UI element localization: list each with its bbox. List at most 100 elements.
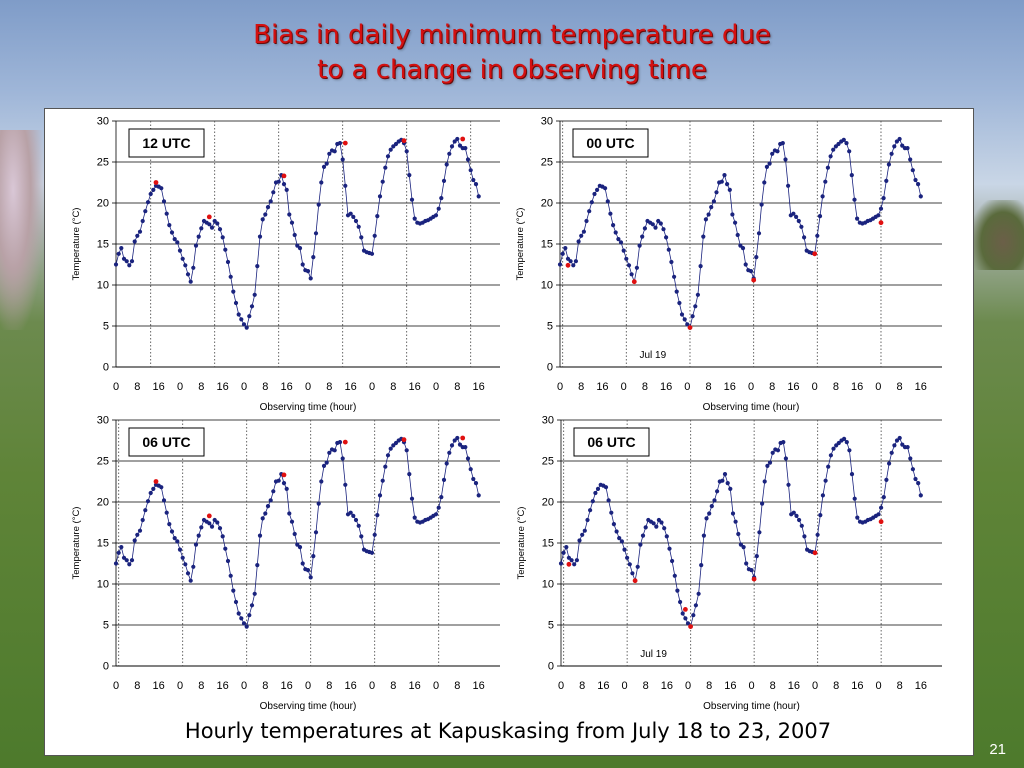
x-axis-title: Observing time (hour) bbox=[260, 701, 357, 712]
observed-extreme-marker bbox=[812, 550, 818, 556]
temperature-point bbox=[581, 229, 587, 234]
temperature-point bbox=[698, 264, 703, 269]
temperature-point bbox=[231, 588, 236, 593]
temperature-point bbox=[164, 510, 169, 515]
temperature-point bbox=[564, 545, 569, 550]
temperature-point bbox=[385, 453, 391, 458]
temperature-point bbox=[383, 165, 388, 170]
temperature-point bbox=[569, 558, 574, 563]
temperature-point bbox=[455, 136, 460, 142]
temperature-point bbox=[608, 211, 613, 216]
temperature-point bbox=[679, 312, 685, 317]
temperature-point bbox=[276, 478, 281, 483]
temperature-point bbox=[185, 571, 191, 576]
temperature-point bbox=[894, 139, 900, 144]
temperature-point bbox=[897, 136, 902, 142]
temperature-point bbox=[823, 179, 828, 184]
temperature-point bbox=[209, 225, 215, 230]
temperature-point bbox=[209, 524, 215, 529]
temperature-point bbox=[650, 222, 655, 227]
y-tick-label: 10 bbox=[97, 579, 109, 591]
temperature-point bbox=[180, 555, 185, 560]
temperature-point bbox=[889, 151, 894, 156]
temperature-point bbox=[738, 542, 744, 547]
temperature-point bbox=[161, 199, 167, 204]
temperature-point bbox=[281, 481, 287, 486]
temperature-point bbox=[233, 300, 239, 306]
temperature-point bbox=[313, 530, 319, 535]
x-tick-label: 8 bbox=[454, 381, 460, 393]
y-tick-label: 30 bbox=[542, 415, 554, 427]
y-tick-label: 0 bbox=[103, 362, 109, 374]
temperature-point bbox=[305, 568, 311, 573]
observed-extreme-marker bbox=[401, 437, 407, 443]
observed-extreme-marker bbox=[281, 472, 287, 478]
temperature-point bbox=[377, 493, 383, 498]
temperature-point bbox=[409, 197, 415, 202]
temperature-point bbox=[300, 561, 305, 566]
temperature-point bbox=[439, 495, 444, 500]
temperature-point bbox=[145, 200, 151, 205]
temperature-point bbox=[433, 512, 439, 517]
temperature-point bbox=[324, 161, 329, 166]
temperature-point bbox=[695, 292, 701, 297]
temperature-point bbox=[465, 157, 471, 162]
temperature-point bbox=[878, 206, 884, 211]
temperature-point bbox=[670, 558, 675, 564]
temperature-point bbox=[680, 611, 685, 616]
temperature-point bbox=[300, 262, 305, 267]
x-tick-label: 16 bbox=[724, 680, 736, 692]
temperature-point bbox=[196, 234, 201, 239]
temperature-point bbox=[239, 317, 244, 322]
temperature-point bbox=[183, 263, 188, 268]
x-tick-label: 8 bbox=[769, 381, 775, 393]
temperature-point bbox=[725, 481, 730, 486]
temperature-point bbox=[618, 240, 624, 245]
temperature-point bbox=[855, 515, 860, 520]
x-tick-label: 0 bbox=[875, 381, 881, 393]
temperature-point bbox=[129, 558, 135, 563]
temperature-point bbox=[674, 289, 679, 294]
temperature-point bbox=[678, 599, 683, 605]
temperature-point bbox=[388, 446, 393, 451]
temperature-point bbox=[797, 517, 802, 523]
temperature-point bbox=[191, 265, 196, 270]
temperature-point bbox=[656, 218, 661, 224]
observed-extreme-marker bbox=[460, 136, 466, 142]
temperature-point bbox=[289, 220, 295, 225]
temperature-point bbox=[412, 216, 417, 221]
temperature-point bbox=[894, 438, 900, 443]
temperature-point bbox=[736, 531, 741, 537]
temperature-point bbox=[193, 542, 199, 547]
temperature-point bbox=[337, 440, 343, 445]
temperature-point bbox=[799, 224, 804, 229]
x-tick-label: 8 bbox=[134, 680, 140, 692]
observed-extreme-marker bbox=[153, 479, 159, 484]
observed-extreme-marker bbox=[342, 439, 348, 445]
temperature-point bbox=[444, 162, 449, 167]
temperature-point bbox=[340, 456, 345, 461]
temperature-point bbox=[471, 177, 476, 183]
temperature-point bbox=[127, 562, 132, 567]
observed-extreme-marker bbox=[281, 173, 287, 179]
temperature-point bbox=[375, 214, 380, 219]
temperature-point bbox=[183, 562, 188, 567]
temperature-point bbox=[847, 149, 852, 154]
temperature-point bbox=[471, 476, 476, 482]
temperature-point bbox=[706, 212, 711, 217]
temperature-point bbox=[159, 186, 164, 191]
x-tick-label: 8 bbox=[262, 680, 268, 692]
temperature-point bbox=[613, 230, 618, 235]
x-tick-label: 8 bbox=[262, 381, 268, 393]
temperature-point bbox=[722, 472, 728, 477]
x-tick-label: 16 bbox=[409, 680, 421, 692]
temperature-point bbox=[918, 194, 923, 199]
x-tick-label: 0 bbox=[621, 381, 627, 393]
x-tick-label: 0 bbox=[557, 381, 563, 393]
temperature-point bbox=[223, 546, 228, 551]
temperature-point bbox=[685, 322, 690, 327]
x-tick-label: 0 bbox=[113, 381, 119, 393]
temperature-point bbox=[343, 183, 348, 188]
temperature-point bbox=[727, 187, 732, 192]
temperature-point bbox=[855, 216, 860, 221]
